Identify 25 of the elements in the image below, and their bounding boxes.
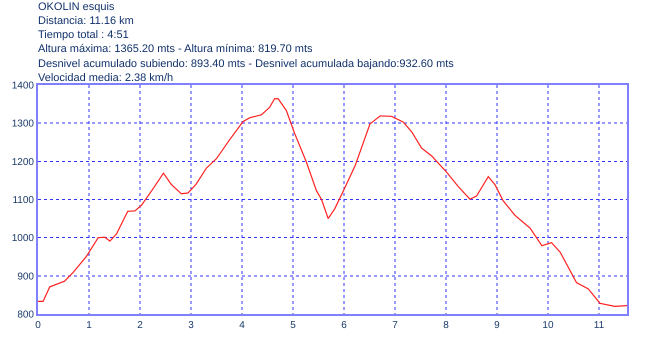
x-tick-label: 1 [86,320,92,331]
text: Desnivel acumulado subiendo: 893.40 mts - Desnivel acumulada bajando:932.60 mts [38,58,454,70]
x-tick-label: 4 [239,320,246,331]
text: Distancia: 11.16 km [38,15,134,27]
text: Velocidad media: 2.38 km/h [38,72,174,84]
x-tick-label: 8 [443,320,450,331]
x-tick-label: 9 [494,320,500,331]
x-tick-label: 6 [341,320,348,331]
y-tick-label: 1100 [12,195,34,206]
y-tick-label: 1400 [12,80,34,92]
y-tick-label: 1200 [12,156,34,168]
x-tick-label: 11 [594,320,605,331]
x-tick-label: 5 [290,320,296,331]
x-tick-label: 7 [392,320,398,331]
x-tick-label: 0 [35,320,42,331]
chart-title: OKOLIN esquis [38,1,115,13]
x-tick-label: 10 [542,320,554,331]
x-tick-label: 2 [137,320,144,331]
text: Altura máxima: 1365.20 mts - Altura mínima: 819.70 mts [38,43,313,55]
text: Tiempo total : 4:51 [38,29,129,41]
y-tick-label: 900 [17,271,34,282]
y-tick-label: 1300 [12,118,34,130]
y-tick-label: 1000 [12,233,34,244]
y-tick-label: 800 [17,310,34,320]
x-tick-label: 3 [188,320,194,331]
